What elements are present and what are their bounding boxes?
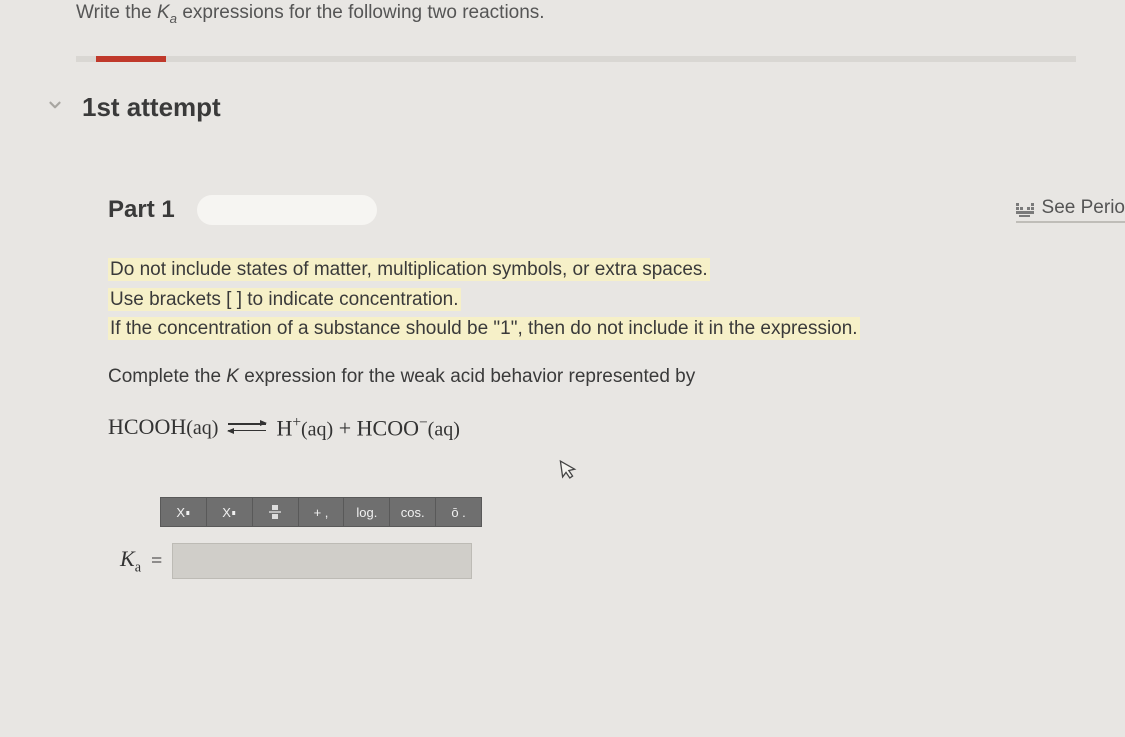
equals-sign: = [151,550,162,573]
instruction-line-1: Do not include states of matter, multipl… [108,258,710,281]
attempt-title: 1st attempt [82,92,221,123]
eq-rhs1-formula: H [276,415,292,440]
attempt-header: 1st attempt [46,92,1125,123]
part-label: Part 1 [108,196,175,224]
question-suffix: expressions for the following two reacti… [177,2,545,23]
eq-rhs2-super: − [419,414,428,431]
toolbar-log-button[interactable]: log. [344,498,390,526]
chevron-down-icon[interactable] [46,96,64,119]
see-periodic-table-label: See Perio [1042,197,1125,219]
question-text: Write the Ka expressions for the followi… [0,0,1125,28]
eq-plus: + [339,415,351,440]
eq-rhs1-super: + [292,414,301,431]
eq-lhs-formula: HCOOH [108,414,186,439]
toolbar-operators-button[interactable]: + , [299,498,345,526]
instruction-line-2: Use brackets [ ] to indicate concentrati… [108,288,461,311]
answer-row: Ka = [120,543,1125,579]
answer-ka-label: Ka [120,546,141,576]
eq-lhs-state: (aq) [186,417,218,439]
instruction-line-3: If the concentration of a substance shou… [108,317,860,340]
progress-divider-active [96,56,166,62]
reaction-equation: HCOOH(aq) H+(aq) + HCOO−(aq) [108,414,1125,441]
answer-label-sub: a [135,559,141,575]
equilibrium-arrow-icon [228,420,266,434]
question-var-base: K [157,2,170,23]
toolbar-subscript-button[interactable]: X∎ [207,498,253,526]
eq-rhs2-formula: HCOO [357,415,419,440]
instructions-block: Do not include states of matter, multipl… [108,255,968,343]
equation-toolbar: X∎ X∎ + , log. cos. ō . [160,497,482,527]
question-var-sub: a [170,11,177,26]
part-header: Part 1 [108,195,377,225]
prompt-kvar: K [226,366,239,387]
answer-label-base: K [120,546,135,571]
eq-rhs1-state: (aq) [301,418,333,440]
prompt-text: Complete the K expression for the weak a… [108,366,1125,388]
prompt-suffix: expression for the weak acid behavior re… [244,366,695,387]
eq-rhs2-state: (aq) [428,418,460,440]
blank-region [197,195,377,225]
cursor-icon [558,457,580,487]
answer-input[interactable] [172,543,472,579]
toolbar-special-button[interactable]: ō . [436,498,481,526]
see-periodic-table-link[interactable]: See Perio [1016,197,1125,223]
prompt-prefix: Complete the [108,366,226,387]
periodic-table-icon [1016,201,1034,215]
toolbar-superscript-button[interactable]: X∎ [161,498,207,526]
question-prefix: Write the [76,2,157,23]
toolbar-fraction-button[interactable] [253,498,299,526]
progress-divider [76,56,1076,62]
toolbar-cos-button[interactable]: cos. [390,498,436,526]
